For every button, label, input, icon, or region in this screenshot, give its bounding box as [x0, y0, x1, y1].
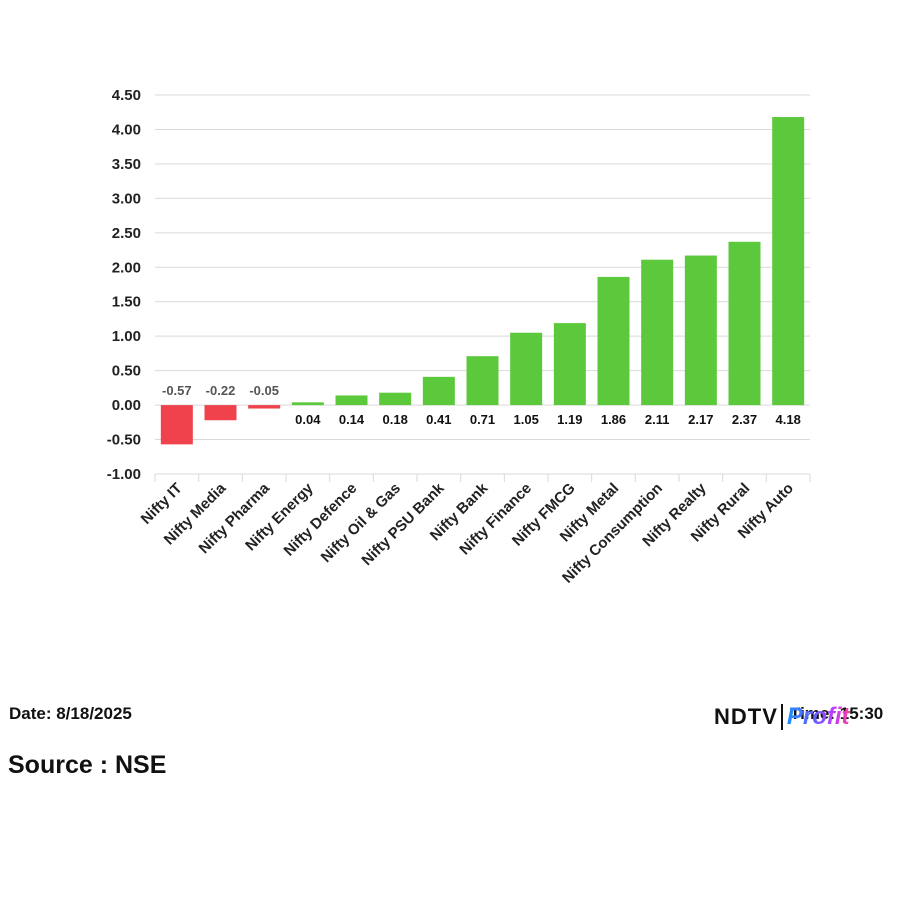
value-label: 0.71 — [470, 412, 495, 427]
value-label: 2.17 — [688, 412, 713, 427]
logo-profit-text: Profit — [786, 703, 850, 730]
bar — [248, 405, 281, 409]
value-label: -0.57 — [162, 383, 192, 398]
category-label: Nifty Oil & Gas — [318, 480, 404, 566]
bar — [379, 392, 412, 406]
bar — [422, 376, 455, 406]
value-label: 0.04 — [295, 412, 321, 427]
logo-divider — [780, 704, 783, 730]
x-axis-ticks — [154, 474, 811, 482]
value-label: -0.05 — [249, 383, 279, 398]
bar — [641, 259, 674, 406]
y-tick-label: 3.50 — [112, 156, 141, 173]
y-tick-label: 4.50 — [112, 87, 141, 104]
bar — [553, 323, 586, 406]
bar — [204, 405, 237, 421]
bar — [597, 276, 630, 406]
bar — [160, 405, 193, 445]
y-tick-label: 2.00 — [112, 259, 141, 276]
y-tick-label: -0.50 — [107, 432, 141, 449]
value-label: 2.37 — [732, 412, 757, 427]
value-label: 0.18 — [383, 412, 408, 427]
bar — [335, 395, 368, 406]
value-label: 1.05 — [514, 412, 539, 427]
y-tick-label: 1.00 — [112, 328, 141, 345]
value-label: -0.22 — [206, 383, 236, 398]
value-label: 2.11 — [645, 412, 670, 427]
ndtv-profit-logo: NDTV Profit — [714, 700, 850, 734]
footer-source: Source : NSE — [8, 751, 167, 779]
y-tick-label: 0.50 — [112, 363, 141, 380]
bar — [466, 356, 499, 406]
footer-date: Date: 8/18/2025 — [9, 704, 132, 723]
footer-time: Time: 15:30 — [790, 704, 884, 723]
value-label: 1.86 — [601, 412, 626, 427]
y-tick-label: 3.00 — [112, 190, 141, 207]
bar — [684, 255, 717, 406]
bar — [728, 241, 761, 406]
bar — [510, 332, 543, 406]
y-tick-label: 2.50 — [112, 225, 141, 242]
y-axis-ticks: 4.50 4.00 3.50 3.00 2.50 2.00 1.50 1.00 0.50 0.00… — [107, 87, 141, 483]
logo-ndtv-text: NDTV — [714, 704, 778, 729]
value-label: 0.41 — [426, 412, 451, 427]
y-tick-label: -1.00 — [107, 466, 141, 483]
bars — [160, 117, 805, 445]
value-labels: -0.57 -0.22 -0.05 0.04 0.14 0.18 0.41 0.71 1.05 1… — [162, 383, 801, 427]
value-label: 4.18 — [776, 412, 801, 427]
bar — [772, 117, 805, 406]
value-label: 1.19 — [557, 412, 582, 427]
y-tick-label: 0.00 — [112, 397, 141, 414]
y-tick-label: 4.00 — [112, 121, 141, 138]
value-label: 0.14 — [339, 412, 365, 427]
sector-bar-chart: 4.50 4.00 3.50 3.00 2.50 2.00 1.50 1.00 0.50 0.00… — [107, 87, 811, 587]
bar — [291, 402, 324, 406]
y-tick-label: 1.50 — [112, 294, 141, 311]
